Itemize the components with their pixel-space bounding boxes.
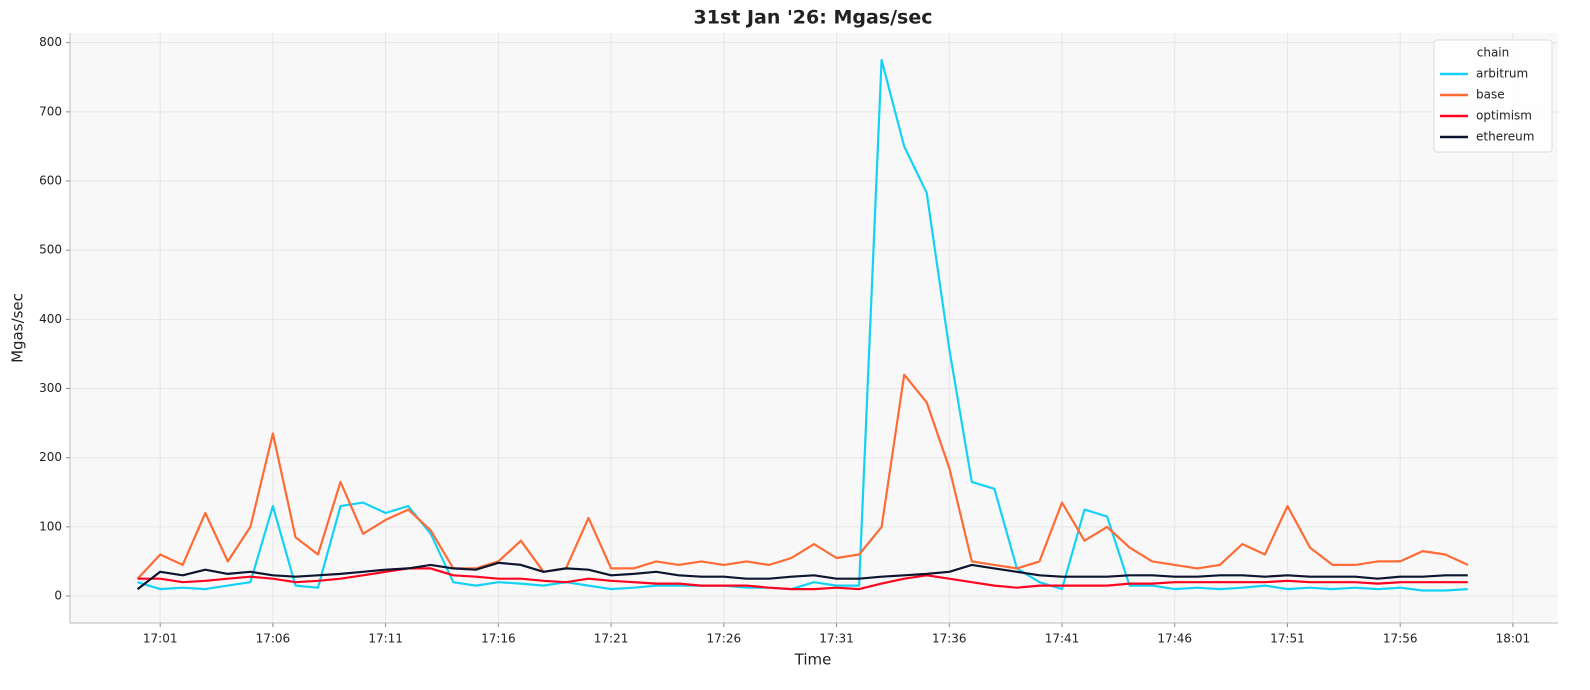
x-tick-label: 17:41 [1045,632,1080,646]
legend-label: arbitrum [1476,67,1528,81]
series-line [137,58,1468,592]
x-tick-label: 17:31 [819,632,854,646]
x-tick-label: 17:11 [368,632,403,646]
x-axis-label: Time [794,651,832,669]
x-tick-label: 18:01 [1496,632,1531,646]
x-tick-label: 17:01 [143,632,178,646]
legend-label: base [1476,88,1505,102]
y-tick-label: 500 [39,243,62,257]
y-tick-label: 700 [39,104,62,118]
y-tick-label: 200 [39,450,62,464]
x-tick-label: 17:36 [932,632,967,646]
x-tick-label: 17:26 [707,632,742,646]
chart-title: 31st Jan '26: Mgas/sec [694,7,933,29]
x-tick-label: 17:46 [1157,632,1192,646]
legend-label: ethereum [1476,130,1534,144]
legend-box [1433,39,1553,153]
y-tick-label: 0 [54,589,62,603]
y-tick-label: 100 [39,519,62,533]
y-tick-label: 400 [39,312,62,326]
y-axis-label: Mgas/sec [9,293,27,363]
x-tick-label: 17:51 [1270,632,1305,646]
legend-title: chain [1477,46,1510,60]
series-line [136,561,1468,590]
series-line [137,567,1468,591]
series-line [136,373,1469,580]
y-tick-label: 600 [39,174,62,188]
plot-area [70,33,1558,623]
x-tick-label: 17:06 [256,632,291,646]
y-tick-label: 300 [39,381,62,395]
legend-label: optimism [1476,109,1532,123]
x-tick-label: 17:16 [481,632,516,646]
x-tick-label: 17:21 [594,632,629,646]
y-tick-label: 800 [39,35,62,49]
x-tick-label: 17:56 [1383,632,1418,646]
